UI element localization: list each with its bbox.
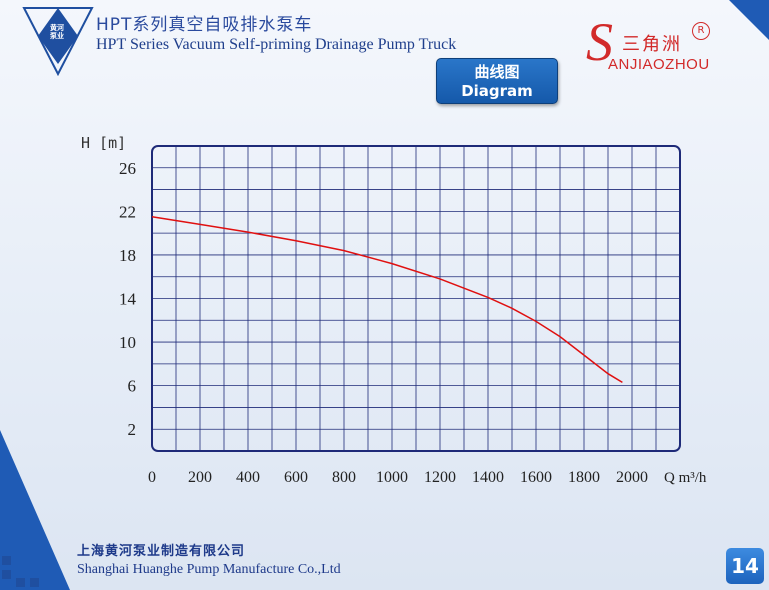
decor-square [30,578,39,587]
y-tick-label: 22 [119,202,136,221]
x-tick-label: 1400 [472,469,504,486]
brand-s-letter: S [586,12,613,72]
x-tick-label: 1200 [424,469,456,486]
x-tick-label: 200 [188,469,212,486]
page-title-cn: HPT系列真空自吸排水泵车 [96,15,313,35]
y-tick-label: 6 [128,377,137,396]
company-logo-icon [22,7,94,76]
y-tick-label: 14 [119,290,137,309]
x-tick-label: 600 [284,469,308,486]
decor-square [2,556,11,565]
x-tick-label: 1800 [568,469,600,486]
diagram-label-en: Diagram [461,82,533,100]
logo-label: 黄河 泵业 [43,24,71,40]
diagram-button[interactable]: 曲线图 Diagram [436,58,558,104]
y-tick-label: 2 [128,420,137,439]
registered-mark-icon: R [692,22,710,40]
logo-text-line2: 泵业 [50,32,64,40]
x-tick-label: 1000 [376,469,408,486]
brand-logo: S 三角洲 R ANJIAOZHOU [586,12,716,80]
x-tick-label: 1600 [520,469,552,486]
company-name-en: Shanghai Huanghe Pump Manufacture Co.,Lt… [77,562,341,577]
brand-name-cn: 三角洲 [622,34,682,55]
head-flow-curve [151,216,623,384]
page-title-en: HPT Series Vacuum Self-priming Drainage … [96,36,457,53]
y-tick-label: 26 [119,159,136,178]
decor-square [16,578,25,587]
diagram-label-cn: 曲线图 [474,63,520,81]
logo-text-line1: 黄河 [50,24,64,32]
decor-square [2,570,11,579]
x-tick-label: 800 [332,469,356,486]
x-tick-label: 2000 [616,469,648,486]
top-right-corner-triangle [729,0,769,40]
x-tick-label: 0 [148,469,156,486]
company-name-cn: 上海黄河泵业制造有限公司 [77,544,246,559]
x-axis-label: Q m³/h [664,470,707,486]
y-tick-label: 18 [119,246,136,265]
y-axis-label: H [m] [81,134,126,152]
page-number: 14 [726,548,764,584]
y-tick-label: 10 [119,333,136,352]
bottom-left-corner-triangle [0,430,70,590]
brand-name-en: ANJIAOZHOU [608,56,710,73]
x-tick-label: 400 [236,469,260,486]
